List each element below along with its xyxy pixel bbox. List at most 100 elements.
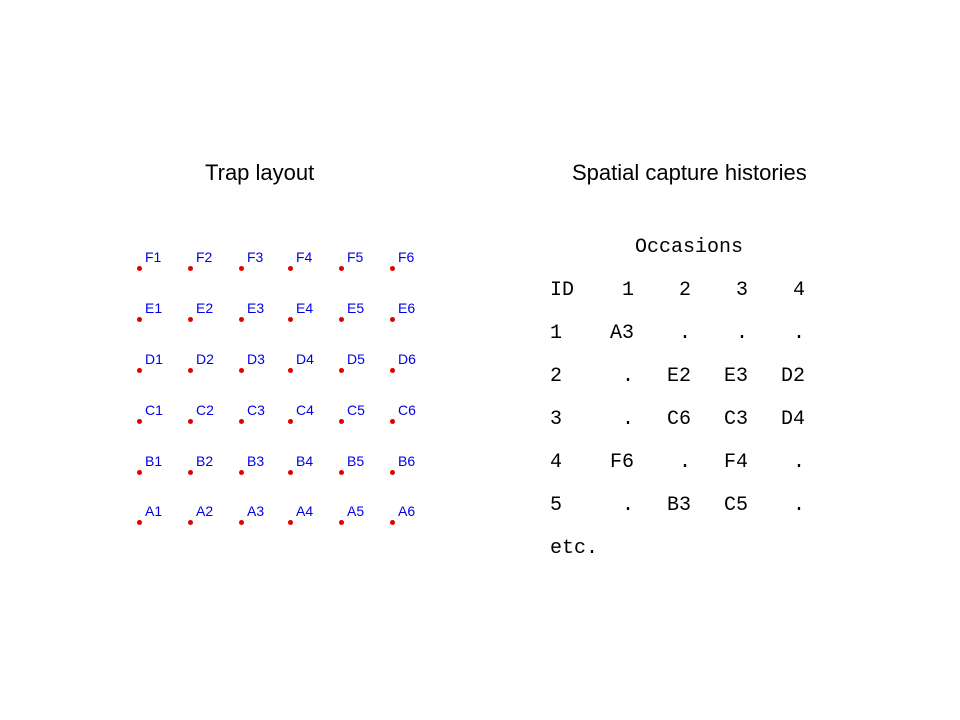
capture-cell: . xyxy=(792,494,805,517)
trap-dot xyxy=(339,317,344,322)
capture-cell: . xyxy=(678,451,691,474)
trap-dot xyxy=(137,368,142,373)
row-id: 5 xyxy=(550,494,563,517)
trap-dot xyxy=(137,419,142,424)
trap-dot xyxy=(339,520,344,525)
capture-cell: . xyxy=(621,365,634,388)
trap-label: C1 xyxy=(145,402,163,418)
trap-dot xyxy=(188,520,193,525)
trap-dot xyxy=(288,368,293,373)
trap-dot xyxy=(188,368,193,373)
trap-dot xyxy=(239,520,244,525)
trap-label: C6 xyxy=(398,402,416,418)
capture-cell: E3 xyxy=(723,365,748,388)
capture-cell: C6 xyxy=(666,408,691,431)
trap-dot xyxy=(288,419,293,424)
trap-dot xyxy=(239,419,244,424)
trap-label: D1 xyxy=(145,351,163,367)
trap-dot xyxy=(390,317,395,322)
trap-dot xyxy=(137,317,142,322)
trap-label: C3 xyxy=(247,402,265,418)
trap-dot xyxy=(137,470,142,475)
trap-label: D2 xyxy=(196,351,214,367)
trap-dot xyxy=(137,520,142,525)
trap-label: C4 xyxy=(296,402,314,418)
table-row: 4 F6 . F4 . xyxy=(550,451,830,477)
table-row: 3 . C6 C3 D4 xyxy=(550,408,830,434)
capture-cell: . xyxy=(678,322,691,345)
trap-dot xyxy=(390,368,395,373)
trap-dot xyxy=(339,266,344,271)
capture-cell: A3 xyxy=(609,322,634,345)
header-occasion-4: 4 xyxy=(792,279,805,302)
trap-label: E6 xyxy=(398,300,416,316)
trap-dot xyxy=(390,266,395,271)
capture-cell: . xyxy=(621,494,634,517)
trap-layout-title: Trap layout xyxy=(205,160,315,185)
trap-label: F1 xyxy=(145,249,162,265)
trap-dot xyxy=(390,470,395,475)
capture-cell: D2 xyxy=(780,365,805,388)
trap-label: D3 xyxy=(247,351,265,367)
table-header-row: ID 1 2 3 4 xyxy=(550,279,830,305)
trap-dot xyxy=(339,419,344,424)
capture-cell: . xyxy=(792,451,805,474)
trap-dot xyxy=(188,470,193,475)
trap-dot xyxy=(288,266,293,271)
table-row: 1 A3 . . . xyxy=(550,322,830,348)
capture-cell: B3 xyxy=(666,494,691,517)
trap-label: F5 xyxy=(347,249,364,265)
trap-label: B5 xyxy=(347,453,365,469)
capture-cell: F6 xyxy=(609,451,634,474)
row-id: 2 xyxy=(550,365,563,388)
header-occasion-3: 3 xyxy=(735,279,748,302)
trap-label: B6 xyxy=(398,453,416,469)
trap-label: E1 xyxy=(145,300,163,316)
trap-label: F3 xyxy=(247,249,264,265)
row-id: 1 xyxy=(550,322,563,345)
trap-dot xyxy=(188,317,193,322)
trap-label: B1 xyxy=(145,453,163,469)
trap-label: E4 xyxy=(296,300,314,316)
header-id: ID xyxy=(550,279,575,302)
trap-label: E3 xyxy=(247,300,265,316)
trap-dot xyxy=(390,419,395,424)
capture-cell: . xyxy=(735,322,748,345)
capture-histories-title: Spatial capture histories xyxy=(572,160,807,185)
trap-dot xyxy=(239,368,244,373)
table-row: 2 . E2 E3 D2 xyxy=(550,365,830,391)
capture-cell: . xyxy=(792,322,805,345)
trap-label: D4 xyxy=(296,351,314,367)
trap-dot xyxy=(239,266,244,271)
trap-dot xyxy=(288,317,293,322)
trap-label: E5 xyxy=(347,300,365,316)
row-id: 3 xyxy=(550,408,563,431)
trap-label: B3 xyxy=(247,453,265,469)
capture-cell: F4 xyxy=(723,451,748,474)
trap-label: B4 xyxy=(296,453,314,469)
trap-label: A3 xyxy=(247,503,265,519)
trap-dot xyxy=(339,368,344,373)
capture-cell: E2 xyxy=(666,365,691,388)
trap-label: F4 xyxy=(296,249,313,265)
capture-cell: C3 xyxy=(723,408,748,431)
trap-dot xyxy=(288,520,293,525)
occasions-label: Occasions xyxy=(635,236,744,259)
trap-dot xyxy=(239,470,244,475)
header-occasion-1: 1 xyxy=(621,279,634,302)
etc-label: etc. xyxy=(550,537,599,560)
table-row: 5 . B3 C5 . xyxy=(550,494,830,520)
trap-label: A6 xyxy=(398,503,416,519)
trap-dot xyxy=(239,317,244,322)
trap-dot xyxy=(390,520,395,525)
trap-label: F2 xyxy=(196,249,213,265)
trap-label: B2 xyxy=(196,453,214,469)
trap-label: F6 xyxy=(398,249,415,265)
capture-cell: C5 xyxy=(723,494,748,517)
row-id: 4 xyxy=(550,451,563,474)
trap-dot xyxy=(137,266,142,271)
trap-dot xyxy=(188,266,193,271)
header-occasion-2: 2 xyxy=(678,279,691,302)
trap-label: D6 xyxy=(398,351,416,367)
